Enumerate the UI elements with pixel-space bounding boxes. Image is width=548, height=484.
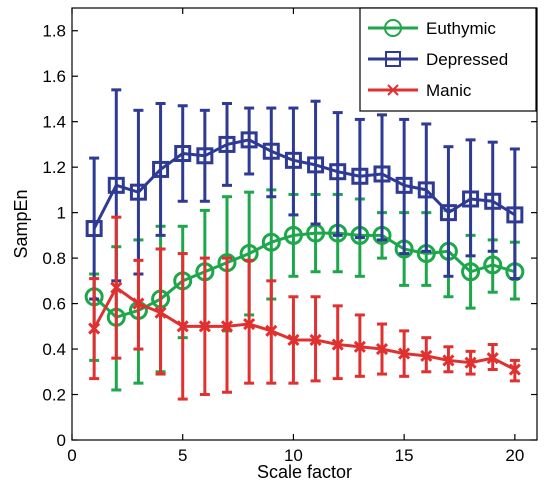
data-point: [283, 225, 303, 245]
data-point: [176, 320, 189, 333]
y-tick-label: 1.6: [42, 67, 66, 86]
data-point: [198, 320, 211, 333]
data-point: [261, 232, 281, 252]
data-point: [85, 220, 103, 238]
data-point: [417, 181, 435, 199]
data-point: [353, 340, 366, 353]
data-point: [107, 176, 125, 194]
legend-marker: [384, 19, 402, 37]
data-point: [464, 356, 477, 369]
axes: 0 5 10 15 20 0 0.2 0.4 0.6 0.8 1 1.2 1.4 1.6 1.8 Scale …: [11, 7, 538, 482]
data-point: [506, 206, 524, 224]
legend-label: Depressed: [426, 50, 508, 69]
y-tick-label: 0.6: [42, 295, 66, 314]
plot-frame: [71, 7, 538, 441]
data-point: [420, 349, 433, 362]
y-axis-title: SampEn: [11, 189, 31, 258]
x-tick-label: 5: [178, 446, 187, 465]
data-point: [462, 190, 480, 208]
data-point: [329, 163, 347, 181]
data-point: [307, 156, 325, 174]
legend-entry-depressed: Depressed: [368, 50, 508, 69]
series-depressed: [85, 88, 524, 301]
data-point: [287, 333, 300, 347]
legend-entry-euthymic: Euthymic: [368, 19, 496, 38]
data-point: [351, 167, 369, 185]
data-point: [484, 192, 502, 210]
legend-label: Manic: [426, 81, 472, 100]
data-point: [375, 342, 389, 356]
data-point: [331, 338, 344, 351]
data-point: [442, 354, 455, 367]
x-axis-title: Scale factor: [257, 462, 352, 482]
series-line: [92, 138, 516, 230]
data-point: [265, 324, 278, 337]
data-point: [110, 281, 123, 294]
data-point: [309, 333, 322, 347]
data-point: [483, 255, 503, 275]
x-tick-label: 15: [395, 446, 414, 465]
series-manic: [88, 215, 521, 401]
y-tick-label: 0.2: [42, 386, 66, 405]
data-point: [373, 165, 391, 183]
data-point: [132, 297, 145, 310]
y-tick-label: 1.8: [42, 22, 66, 41]
data-point: [284, 151, 302, 169]
data-point: [220, 320, 234, 333]
legend-label: Euthymic: [426, 19, 496, 38]
data-point: [395, 176, 413, 194]
y-tick-label: 0.4: [42, 340, 66, 359]
data-point: [154, 306, 167, 319]
data-point: [88, 322, 101, 335]
y-tick-label: 0: [57, 431, 66, 450]
data-point: [461, 262, 481, 282]
data-point: [240, 131, 258, 149]
data-point: [486, 352, 499, 365]
x-tick-label: 0: [67, 446, 76, 465]
data-point: [174, 145, 192, 163]
data-point: [398, 347, 411, 360]
data-point: [439, 204, 457, 222]
data-point: [508, 363, 521, 376]
data-point: [152, 160, 170, 178]
series-line: [93, 231, 516, 319]
legend-marker: [387, 84, 399, 96]
x-tick-label: 20: [505, 446, 524, 465]
plot-area: [84, 88, 525, 401]
data-point: [218, 135, 236, 153]
legend-entry-manic: Manic: [368, 81, 472, 100]
legend: Euthymic Depressed Manic: [359, 7, 537, 112]
x-tick-label: 10: [284, 446, 303, 465]
y-tick-label: 0.8: [42, 249, 66, 268]
y-tick-label: 1.4: [42, 113, 66, 132]
data-point: [243, 317, 256, 331]
legend-marker: [385, 51, 401, 67]
y-tick-label: 1: [57, 204, 66, 223]
data-point: [262, 142, 280, 160]
y-tick-label: 1.2: [42, 158, 66, 177]
data-point: [196, 147, 214, 165]
data-point: [129, 183, 147, 201]
